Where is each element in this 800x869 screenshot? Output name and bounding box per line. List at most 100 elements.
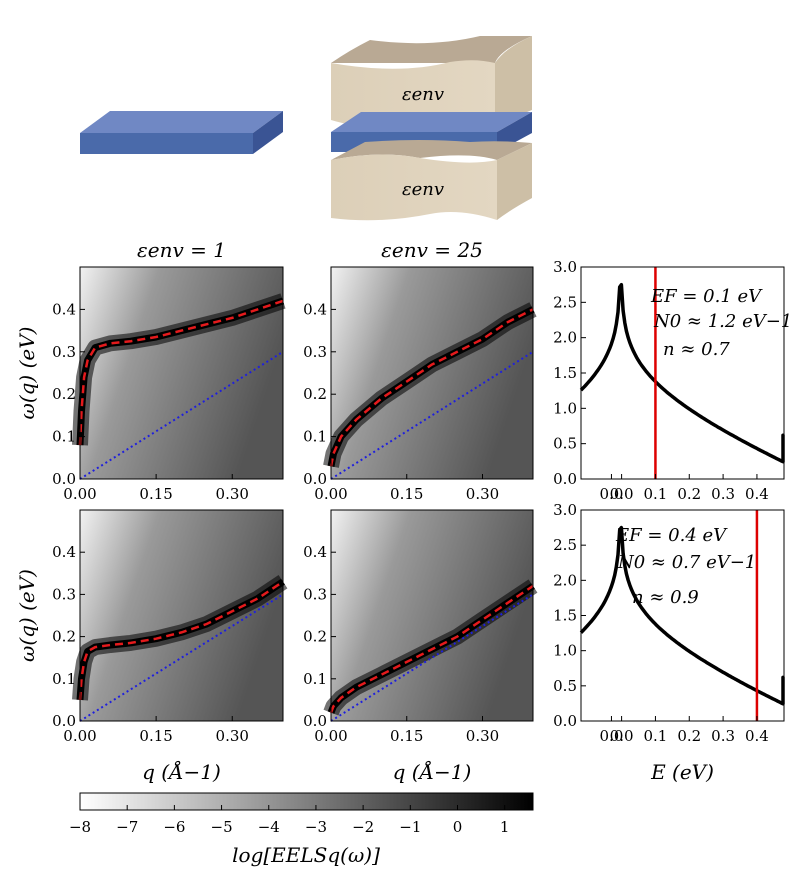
heatmap-background <box>80 267 283 479</box>
colorbar-tick-label: 1 <box>500 818 510 836</box>
env-bottom-back <box>331 140 532 160</box>
y-tick-label: 0.1 <box>303 428 327 446</box>
dispersion-curve <box>329 584 534 714</box>
panel-title: εenv = 25 <box>381 238 483 262</box>
y-tick-label: 0.0 <box>553 470 577 488</box>
y-tick-label: 0.1 <box>52 670 76 688</box>
dos-annotation: n ≈ 0.7 <box>663 339 730 360</box>
env-bottom-side <box>497 143 532 220</box>
colorbar-tick-label: −7 <box>116 818 138 836</box>
y-tick-label: 1.5 <box>553 607 577 625</box>
x-tick-label: 0.4 <box>745 485 769 503</box>
y-tick-label: 0.1 <box>52 428 76 446</box>
y-tick-label: 0.4 <box>303 300 327 318</box>
dos-curve <box>579 525 785 706</box>
sheet-top-face <box>80 111 283 133</box>
y-tick-label: 1.5 <box>553 364 577 382</box>
x-tick-label: 0.00 <box>63 727 96 745</box>
colorbar-tick-label: −6 <box>163 818 185 836</box>
x-tick-label: 0.00 <box>63 485 96 503</box>
y-tick-label: 0.0 <box>52 712 76 730</box>
x-tick-label: 0.2 <box>677 485 701 503</box>
x-tick-label: 0.0 <box>600 727 624 745</box>
y-axis-label: ω(q) (eV) <box>15 569 39 662</box>
y-tick-label: 1.0 <box>553 399 577 417</box>
y-tick-label: 2.5 <box>553 536 577 554</box>
y-tick-label: 0.1 <box>303 670 327 688</box>
heatmap-bottom-middle: 0.00 0.15 0.30 0.0 0.1 0.2 0.3 0.4 q (Å−1) <box>303 509 538 784</box>
x-tick-label: 0.15 <box>139 485 172 503</box>
heatmap-bottom-left: 0.00 0.15 0.30 0.0 0.1 0.2 0.3 0.4 q (Å−1) ω(q) (… <box>15 509 288 784</box>
x-tick-label: 0.00 <box>314 727 347 745</box>
x-tick-label: 0.3 <box>711 485 735 503</box>
y-tick-label: 0.0 <box>553 712 577 730</box>
colorbar-tick-label: −8 <box>69 818 91 836</box>
env-top-back <box>331 36 532 63</box>
panel-title: εenv = 1 <box>137 238 226 262</box>
x-tick-label: 0.15 <box>139 727 172 745</box>
x-axis-label: E (eV) <box>650 760 714 784</box>
dos-annotation: N0 ≈ 1.2 eV−1 <box>653 311 792 332</box>
colorbar-gradient <box>79 792 534 811</box>
dos-plot-top: 0.00.0 0.1 0.2 0.3 0.40.00.51.01.52.02.53.0E… <box>553 258 792 503</box>
x-tick-label: 0.30 <box>466 727 499 745</box>
env-label-bottom: εenv <box>402 179 444 200</box>
y-tick-label: 0.4 <box>52 300 76 318</box>
single-sheet-illustration <box>80 111 283 154</box>
y-tick-label: 2.5 <box>553 293 577 311</box>
y-tick-label: 0.3 <box>52 585 76 603</box>
x-tick-label: 0.00 <box>314 485 347 503</box>
env-top-front <box>331 60 495 127</box>
env-top-side <box>495 36 532 125</box>
x-tick-label: 0.15 <box>390 727 423 745</box>
x-tick-label: 0.1 <box>644 485 668 503</box>
dos-annotation: N0 ≈ 0.7 eV−1 <box>617 552 756 573</box>
colorbar-tick-label: −5 <box>211 818 233 836</box>
dos-annotation: EF = 0.4 eV <box>615 525 728 546</box>
y-tick-label: 0.4 <box>52 543 76 561</box>
y-tick-label: 0.2 <box>52 628 76 646</box>
dos-annotation: n ≈ 0.9 <box>632 587 699 608</box>
x-axis-label: q (Å−1) <box>142 759 221 784</box>
y-tick-label: 0.0 <box>303 712 327 730</box>
y-tick-label: 3.0 <box>553 258 577 276</box>
x-tick-label: 0.0 <box>610 727 634 745</box>
axes-frame <box>79 509 284 722</box>
env-bottom-front <box>331 154 497 221</box>
y-axis-label: ω(q) (eV) <box>15 327 39 420</box>
colorbar-tick-label: −4 <box>258 818 280 836</box>
axes-frame <box>79 266 284 480</box>
axes-frame <box>330 509 534 722</box>
x-tick-label: 0.3 <box>711 727 735 745</box>
y-tick-label: 0.3 <box>303 585 327 603</box>
sheet-side-face <box>253 111 283 154</box>
axes-frame <box>580 509 785 722</box>
heatmap-background <box>80 510 283 721</box>
sandwich-sheet-top <box>331 112 532 132</box>
colorbar-ticks: −8 −7 −6 −5 −4 −3 −2 −1 0 1 <box>69 805 510 836</box>
x-tick-label: 0.30 <box>216 727 249 745</box>
heatmap-top-left: 0.00 0.15 0.30 0.0 0.1 0.2 0.3 0.4 εenv = 1 ω(q) … <box>15 238 286 503</box>
axes-frame <box>580 266 785 480</box>
y-tick-label: 2.0 <box>553 571 577 589</box>
y-tick-label: 0.3 <box>303 343 327 361</box>
sandwich-illustration: εenv εenv <box>331 36 532 221</box>
y-tick-label: 0.2 <box>303 385 327 403</box>
y-tick-label: 0.2 <box>303 628 327 646</box>
x-tick-label: 0.30 <box>216 485 249 503</box>
x-tick-label: 0.30 <box>466 485 499 503</box>
dos-curve <box>579 282 785 464</box>
sheet-front-face <box>80 133 253 154</box>
y-tick-label: 0.0 <box>303 470 327 488</box>
heatmap-top-middle: 0.00 0.15 0.30 0.0 0.1 0.2 0.3 0.4 εenv = 25 <box>303 238 537 503</box>
y-tick-label: 0.0 <box>52 470 76 488</box>
y-tick-label: 0.4 <box>303 543 327 561</box>
x-tick-label: 0.15 <box>390 485 423 503</box>
x-tick-label: 0.4 <box>745 727 769 745</box>
colorbar-tick-label: −1 <box>399 818 421 836</box>
x-tick-label: 0.0 <box>610 485 634 503</box>
colorbar: −8 −7 −6 −5 −4 −3 −2 −1 0 1 log[EELSq(ω)] <box>69 792 534 867</box>
x-tick-label: 0.2 <box>677 727 701 745</box>
dos-annotation: EF = 0.1 eV <box>650 286 763 307</box>
